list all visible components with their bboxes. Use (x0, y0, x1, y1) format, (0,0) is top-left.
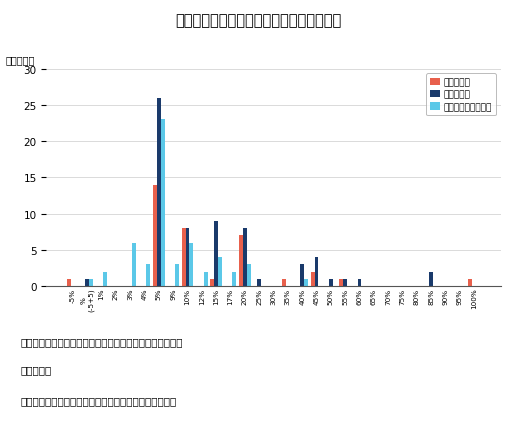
Bar (304, 279, 308, 286)
Bar (157, 99, 161, 286)
Bar (469, 279, 472, 286)
Bar (247, 265, 251, 286)
Bar (282, 279, 286, 286)
Bar (218, 257, 222, 286)
Bar (429, 272, 433, 286)
Bar (186, 229, 189, 286)
Text: 図８　補正加算の加算率と補正加算適用数: 図８ 補正加算の加算率と補正加算適用数 (175, 13, 341, 28)
Bar (300, 265, 304, 286)
Bar (257, 279, 261, 286)
Bar (147, 265, 150, 286)
Bar (232, 272, 236, 286)
Bar (67, 279, 71, 286)
Text: （適用数）: （適用数） (6, 55, 35, 65)
Bar (153, 185, 157, 286)
Bar (189, 243, 194, 286)
Bar (315, 257, 318, 286)
Bar (214, 221, 218, 286)
Bar (104, 272, 107, 286)
Bar (239, 236, 243, 286)
Bar (89, 279, 93, 286)
Text: 出所：中医協資料をもとに医薬産業政策研究所にて作成: 出所：中医協資料をもとに医薬産業政策研究所にて作成 (21, 395, 177, 405)
Legend: 抜本改革前, 抜本改革後, 抜本改革後（実質）: 抜本改革前, 抜本改革後, 抜本改革後（実質） (426, 74, 496, 116)
Bar (329, 279, 333, 286)
Bar (358, 279, 361, 286)
Text: を含む: を含む (21, 365, 52, 375)
Bar (132, 243, 136, 286)
Bar (340, 279, 343, 286)
Bar (204, 272, 207, 286)
Bar (85, 279, 89, 286)
Bar (175, 265, 179, 286)
Text: 注：抜本改革前の加算率は平均的な営業利益率への加算分: 注：抜本改革前の加算率は平均的な営業利益率への加算分 (21, 336, 183, 346)
Bar (343, 279, 347, 286)
Bar (311, 272, 315, 286)
Bar (161, 120, 165, 286)
Bar (211, 279, 214, 286)
Bar (182, 229, 186, 286)
Bar (243, 229, 247, 286)
